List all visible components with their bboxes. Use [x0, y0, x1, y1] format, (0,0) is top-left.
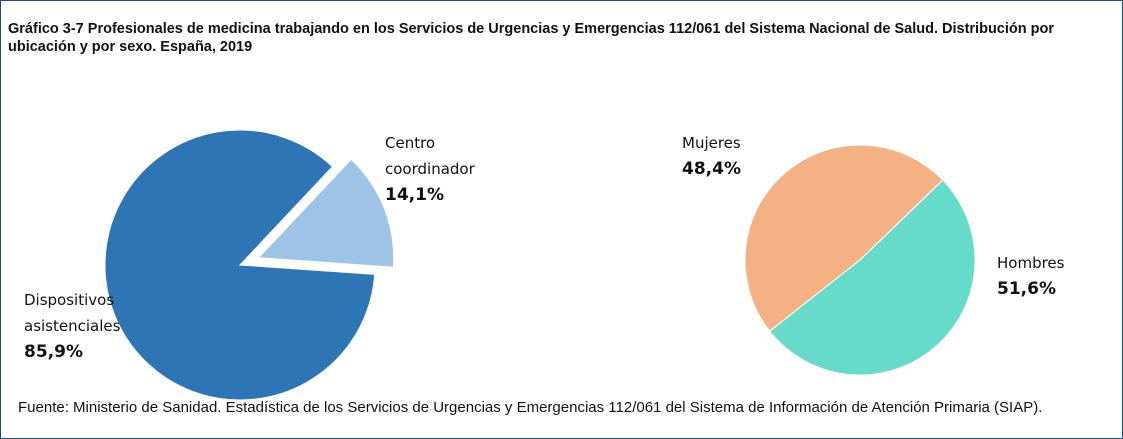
value-label: 85,9%	[24, 342, 83, 362]
pie-slice	[257, 158, 395, 268]
pie-slice	[104, 129, 376, 401]
value-label: 51,6%	[997, 279, 1056, 299]
pie-slice	[768, 179, 976, 376]
slice-label: Hombres 51,6%	[997, 250, 1087, 302]
source-note: Fuente: Ministerio de Sanidad. Estadísti…	[18, 399, 1043, 416]
value-label: 48,4%	[682, 159, 741, 179]
category-label: Hombres	[997, 254, 1065, 272]
slice-label: Dispositivos asistenciales 85,9%	[24, 287, 144, 365]
chart-title: Gráfico 3-7 Profesionales de medicina tr…	[8, 21, 1054, 55]
slice-label: Centro coordinador 14,1%	[385, 130, 505, 208]
category-label: Centro coordinador	[385, 134, 475, 178]
category-label: Dispositivos asistenciales	[24, 291, 121, 335]
slice-label: Mujeres 48,4%	[682, 130, 772, 182]
value-label: 14,1%	[385, 185, 444, 205]
pie-slice	[744, 144, 944, 332]
category-label: Mujeres	[682, 134, 741, 152]
